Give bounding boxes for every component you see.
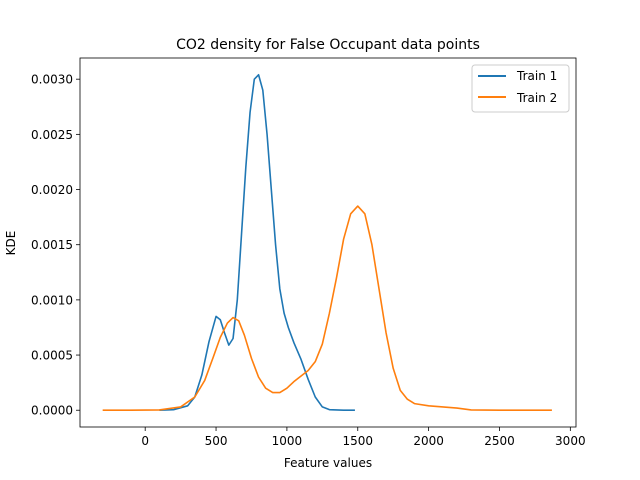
series-line-train-1 (159, 73, 355, 412)
x-tick-label: 1000 (272, 434, 303, 448)
x-tick-label: 0 (141, 434, 149, 448)
y-tick-label: 0.0015 (31, 238, 73, 252)
legend: Train 1 Train 2 (471, 64, 570, 113)
plot-frame (79, 57, 577, 428)
series-line-train-2 (102, 205, 552, 412)
legend-label-train-1: Train 1 (516, 69, 557, 83)
x-tick-label: 1500 (342, 434, 373, 448)
legend-label-train-2: Train 2 (516, 91, 557, 105)
y-axis-label: KDE (4, 231, 18, 256)
x-tick-label: 3000 (555, 434, 586, 448)
x-axis-label: Feature values (284, 456, 372, 470)
y-tick-label: 0.0005 (31, 349, 73, 363)
x-tick-label: 2000 (413, 434, 444, 448)
plot-lines (102, 73, 552, 412)
x-tick-label: 500 (205, 434, 228, 448)
y-tick-label: 0.0025 (31, 128, 73, 142)
y-tick-label: 0.0030 (31, 73, 73, 87)
x-axis: 0 500 1000 1500 2000 2500 3000 (141, 427, 586, 448)
y-tick-label: 0.0010 (31, 293, 73, 307)
x-tick-label: 2500 (484, 434, 515, 448)
chart-title: CO2 density for False Occupant data poin… (176, 37, 480, 53)
y-axis: 0.0000 0.0005 0.0010 0.0015 0.0020 0.0025 0.00… (31, 73, 80, 418)
y-tick-label: 0.0000 (31, 404, 73, 418)
y-tick-label: 0.0020 (31, 183, 73, 197)
